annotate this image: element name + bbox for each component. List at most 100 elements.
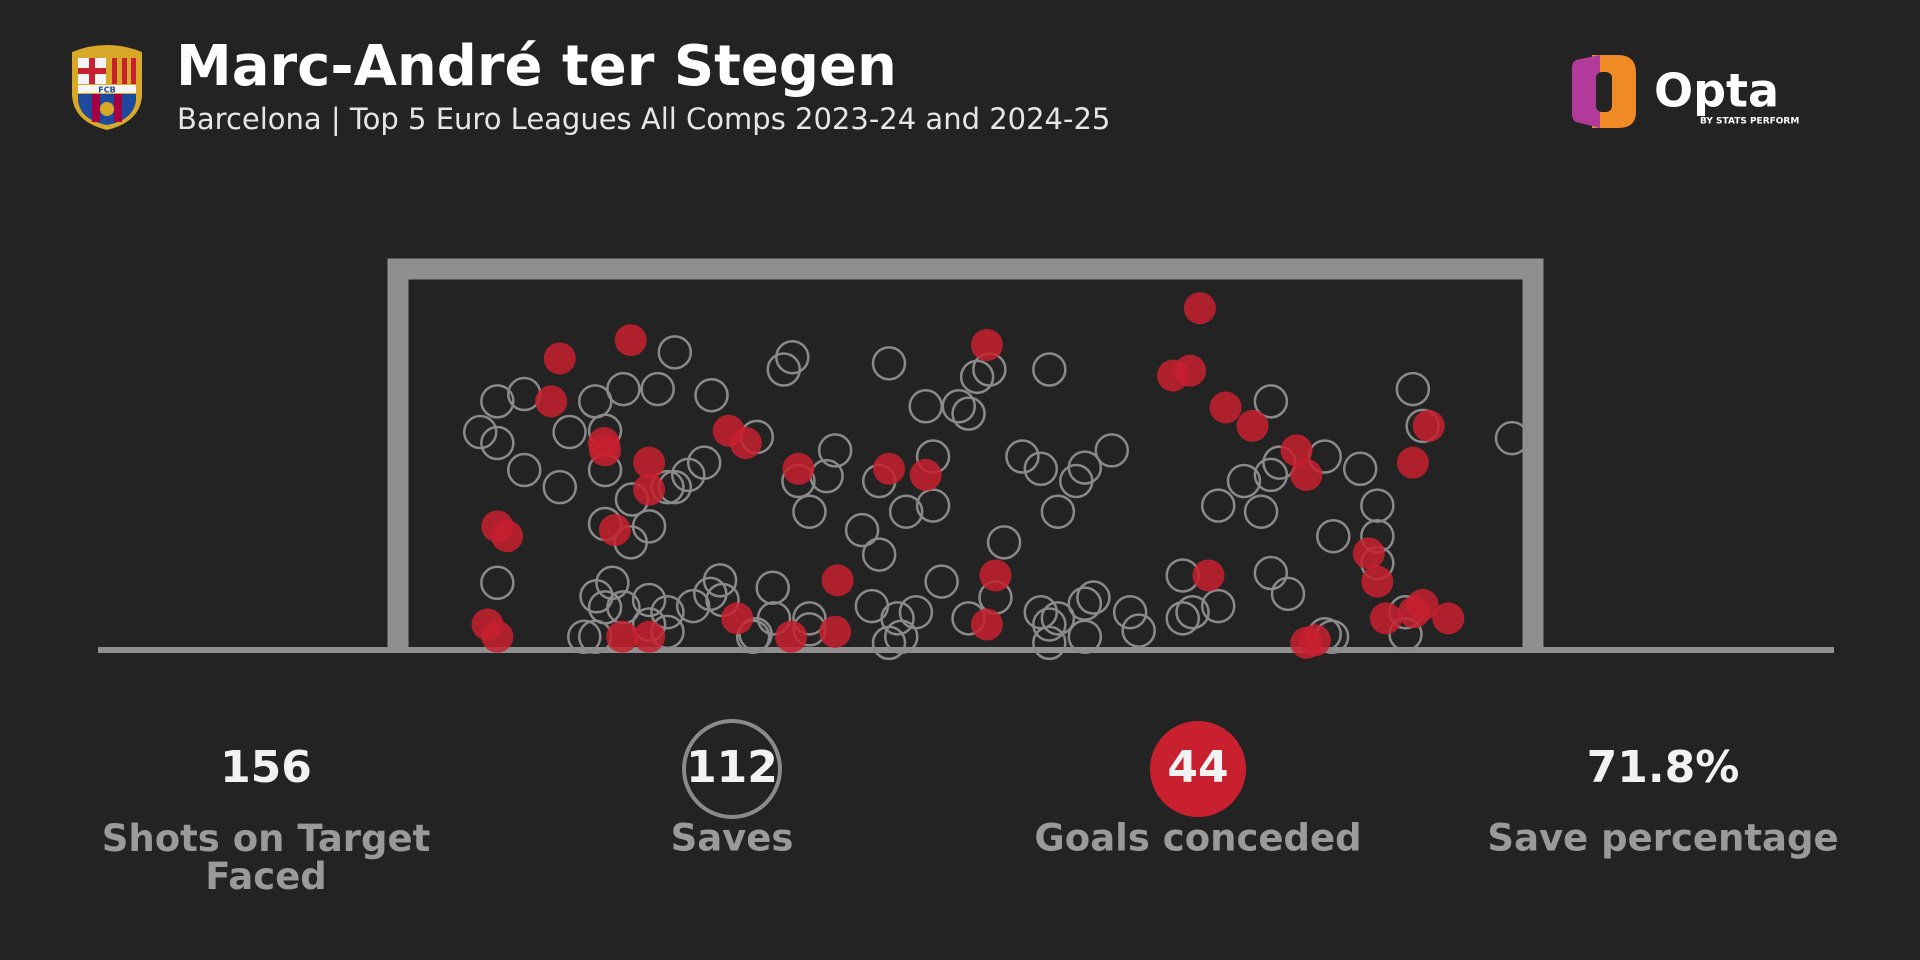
saved-shot	[888, 494, 924, 529]
goal-shot	[873, 452, 906, 485]
goal-shot	[1361, 565, 1394, 598]
goal-shot	[633, 620, 666, 653]
saved-shot	[883, 619, 919, 654]
saved-shot	[1316, 518, 1351, 554]
goal-shot	[491, 520, 524, 553]
goal-shot	[729, 427, 762, 460]
saved-shot	[1253, 555, 1289, 591]
saved-shot	[898, 594, 934, 630]
saved-shot	[792, 494, 827, 529]
goal-shot	[633, 473, 666, 506]
saved-shot	[756, 601, 792, 636]
saved-shot	[542, 469, 578, 505]
saved-shot	[566, 619, 602, 654]
saved-shot	[480, 384, 515, 419]
saved-shot	[657, 335, 693, 370]
stat-label: Saves	[671, 817, 794, 860]
goal-shot	[1290, 458, 1323, 491]
saved-shot	[1253, 384, 1289, 419]
saved-shot	[1200, 588, 1236, 624]
goal-shot	[721, 602, 754, 635]
saved-shot	[686, 445, 722, 480]
goal-shot	[1209, 391, 1242, 424]
saved-shot	[915, 488, 951, 523]
goal-shot	[1412, 409, 1445, 442]
saved-shot	[1165, 601, 1200, 636]
goal-shot	[970, 608, 1003, 641]
stat-label: Save percentage	[1487, 817, 1838, 860]
goal-shot	[535, 385, 568, 418]
saved-shot	[775, 339, 810, 375]
saved-shot	[871, 346, 907, 381]
goal-shot	[821, 564, 854, 597]
saved-shot	[1032, 625, 1067, 661]
saved-shot	[631, 509, 667, 544]
saved-shot	[480, 425, 515, 461]
saved-shot	[1040, 601, 1076, 636]
goal-shot	[598, 514, 631, 547]
saved-shot	[480, 565, 515, 601]
saved-shot	[792, 601, 827, 636]
stats: 156 Shots on Target Faced 112 Saves 44 Goals c…	[102, 719, 1839, 898]
crest-text: FCB	[98, 86, 115, 95]
goal-shot	[782, 452, 815, 485]
saved-shot	[507, 452, 542, 488]
saved-shot	[675, 588, 711, 624]
saved-shot	[1494, 420, 1530, 456]
saved-shot	[959, 359, 995, 395]
saved-shot	[1226, 463, 1262, 499]
saved-shot	[924, 564, 959, 599]
chart-subtitle: Barcelona | Top 5 Euro Leagues All Comps…	[177, 102, 1110, 136]
saved-shot	[640, 371, 675, 407]
stat-value: 44	[1167, 742, 1228, 793]
goal-shot	[970, 328, 1003, 361]
saved-shot	[631, 582, 667, 618]
goal-shot	[1280, 434, 1313, 467]
stat-value: 71.8%	[1587, 742, 1740, 793]
saved-shot	[552, 414, 587, 450]
saved-shot	[1253, 457, 1289, 493]
saved-shot	[844, 512, 880, 548]
goal-shot	[589, 434, 622, 467]
stat-value: 112	[686, 742, 778, 793]
goal-shot	[543, 342, 576, 375]
stat-badge	[682, 719, 782, 819]
saved-shot	[1360, 488, 1395, 523]
goal-shot	[1236, 409, 1269, 442]
shots	[462, 292, 1530, 661]
goal-shot	[1174, 354, 1207, 387]
stat-badge	[1150, 721, 1246, 817]
saved-shot	[462, 414, 498, 450]
goal-shot	[1369, 602, 1402, 635]
brand-tagline: BY STATS PERFORM	[1700, 117, 1799, 127]
goal-shot	[1432, 602, 1465, 635]
saved-shot	[1005, 439, 1040, 474]
saved-shot	[1040, 494, 1076, 529]
saved-shot	[507, 376, 542, 412]
goal-frame	[98, 258, 1834, 653]
goal-shot	[606, 620, 639, 653]
goal-shot	[1192, 559, 1225, 592]
saved-shot	[1067, 586, 1103, 621]
saved-shot	[1076, 580, 1111, 615]
saved-shot	[1200, 488, 1236, 523]
goal-shot	[1352, 537, 1385, 570]
saved-shot	[755, 570, 790, 605]
saved-shot	[817, 433, 853, 468]
saved-shot	[694, 377, 729, 413]
saved-shot	[1094, 433, 1130, 468]
saved-shot	[650, 594, 685, 630]
saved-shot	[861, 537, 897, 572]
saved-shot	[854, 588, 890, 624]
goal-shot	[481, 620, 514, 653]
saved-shot	[702, 563, 738, 598]
saved-shot	[986, 525, 1022, 560]
goal-shot	[775, 620, 808, 653]
brand-logo: Opta BY STATS PERFORM	[1572, 55, 1799, 128]
saved-shot	[1067, 450, 1103, 485]
saved-shot	[1243, 494, 1279, 529]
saved-shot	[735, 619, 771, 654]
goal-shot	[1298, 624, 1331, 657]
